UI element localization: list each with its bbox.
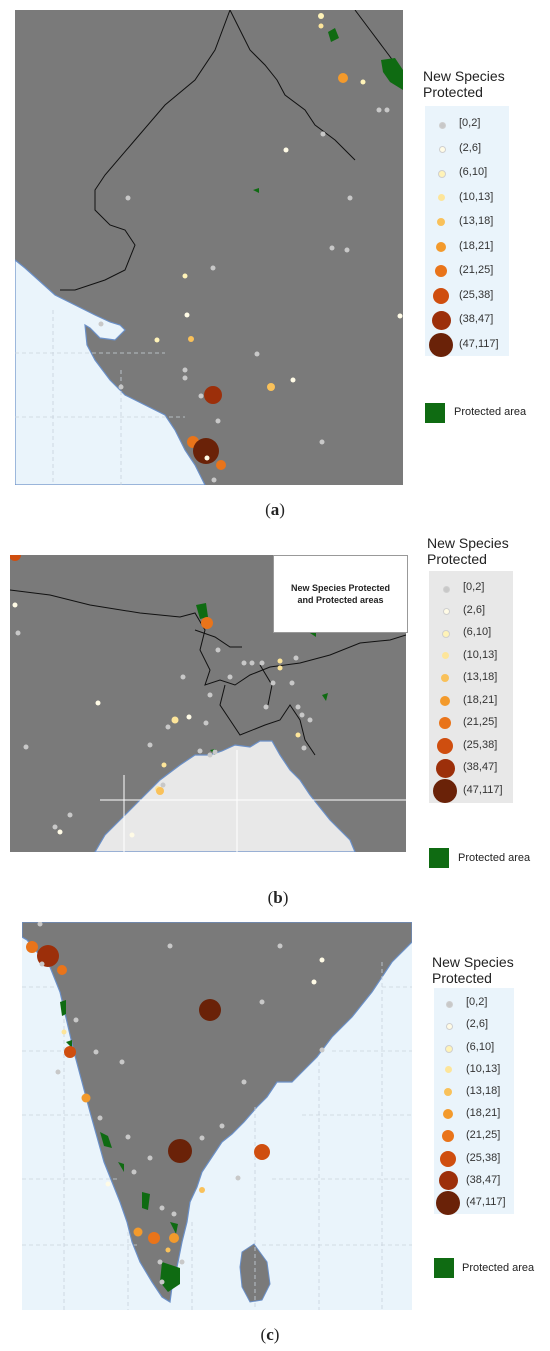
legend-class-label: (25,38] <box>459 288 494 301</box>
protected-area-swatch-c <box>434 1258 454 1278</box>
legend-class-dot <box>442 608 450 616</box>
legend-title-c: New Species Protected <box>432 954 514 986</box>
legend-class-label: (6,10] <box>466 1040 495 1053</box>
legend-a: New Species Protected [0,2] (2,6] (6,10] (1… <box>423 68 543 428</box>
inset-title-line2: and Protected areas <box>297 595 384 605</box>
legend-class-dot <box>435 758 455 778</box>
legend-title-line2: Protected <box>427 551 487 567</box>
protected-area-label-c: Protected area <box>462 1262 535 1274</box>
legend-class-label: (18,21] <box>466 1107 501 1120</box>
protected-area-swatch-a <box>425 403 445 423</box>
legend-class-dot <box>437 194 445 202</box>
legend-class-dot <box>445 1022 453 1030</box>
legend-class-label: (10,13] <box>459 190 494 203</box>
map-c <box>22 922 412 1310</box>
legend-class-label: (13,18] <box>459 215 494 228</box>
legend-class-dot <box>443 1109 453 1120</box>
caption-letter-a: a <box>270 500 280 519</box>
legend-class-dot <box>444 1087 452 1096</box>
legend-class-dot <box>438 121 446 129</box>
legend-class-label: (25,38] <box>466 1151 501 1164</box>
legend-class-dot <box>445 1000 453 1008</box>
legend-class-label: (18,21] <box>459 239 494 252</box>
legend-class-dot <box>442 630 450 639</box>
legend-title-line1: New Species <box>432 954 514 970</box>
legend-classes-c: [0,2] (2,6] (6,10] (10,13] (13,18] (18,21] (21… <box>434 988 514 1215</box>
legend-class-dot <box>436 241 446 252</box>
species-points-a <box>98 13 403 483</box>
protected-area-label-a: Protected area <box>454 406 527 418</box>
legend-classes-b: [0,2] (2,6] (6,10] (10,13] (13,18] (18,21] (21… <box>429 571 513 803</box>
legend-class-dot <box>440 1150 456 1167</box>
legend-class-dot <box>433 287 449 304</box>
legend-class-dot <box>438 1171 458 1191</box>
caption-a: (a) <box>265 500 285 519</box>
legend-class-label: (13,18] <box>463 671 498 684</box>
legend-class-label: (2,6] <box>466 1018 489 1031</box>
map-a <box>15 10 403 485</box>
legend-class-dot <box>438 170 446 179</box>
legend-class-label: (21,25] <box>459 264 494 277</box>
legend-class-dot <box>433 778 457 803</box>
legend-class-label: [0,2] <box>463 581 485 594</box>
legend-title-a: New Species Protected <box>423 68 505 100</box>
legend-class-dot <box>436 1190 460 1215</box>
species-points-c <box>26 922 325 1285</box>
legend-class-dot <box>441 674 449 683</box>
legend-class-label: (21,25] <box>466 1129 501 1142</box>
legend-title-line1: New Species <box>427 535 509 551</box>
caption-b: (b) <box>267 888 289 907</box>
caption-letter-b: b <box>273 888 283 907</box>
legend-c: New Species Protected [0,2] (2,6] (6,10] (1… <box>432 954 547 1216</box>
protected-area-swatch-b <box>429 848 449 868</box>
legend-class-dot <box>431 310 451 330</box>
legend-b: New Species Protected [0,2] (2,6] (6,10] (1… <box>427 535 547 805</box>
legend-class-dot <box>442 1130 454 1143</box>
legend-class-dot <box>429 332 453 357</box>
inset-title-line1: New Species Protected <box>290 583 391 593</box>
legend-class-label: (25,38] <box>463 738 498 751</box>
legend-class-dot <box>444 1066 452 1074</box>
caption-letter-c: c <box>266 1325 274 1344</box>
protected-areas-c <box>60 1000 180 1292</box>
legend-class-dot <box>442 585 450 593</box>
legend-class-dot <box>445 1044 453 1053</box>
legend-title-line2: Protected <box>423 84 483 100</box>
legend-class-label: (47,117] <box>463 783 503 796</box>
legend-class-label: (13,18] <box>466 1084 501 1097</box>
legend-class-dot <box>438 146 446 154</box>
legend-class-label: (2,6] <box>463 603 486 616</box>
legend-title-b: New Species Protected <box>427 535 509 567</box>
legend-class-dot <box>439 717 451 730</box>
map-b-inset-title: New Species Protected and Protected area… <box>273 555 408 633</box>
legend-class-label: (6,10] <box>463 626 492 639</box>
legend-class-label: (2,6] <box>459 141 482 154</box>
legend-class-dot <box>435 265 447 278</box>
species-points-b <box>10 555 313 838</box>
legend-class-label: (47,117] <box>459 337 499 350</box>
caption-c: (c) <box>260 1325 280 1344</box>
legend-class-label: [0,2] <box>459 117 481 130</box>
legend-class-label: (6,10] <box>459 166 488 179</box>
legend-class-dot <box>437 737 453 754</box>
legend-class-label: (38,47] <box>459 313 494 326</box>
legend-class-dot <box>437 218 445 227</box>
legend-class-label: (10,13] <box>463 648 498 661</box>
legend-class-dot <box>441 652 449 660</box>
legend-classes-a: [0,2] (2,6] (6,10] (10,13] (13,18] (18,21] (21… <box>425 106 509 357</box>
legend-class-label: (10,13] <box>466 1062 501 1075</box>
legend-class-label: (38,47] <box>466 1173 501 1186</box>
legend-class-label: (47,117] <box>466 1195 506 1208</box>
legend-class-label: (18,21] <box>463 693 498 706</box>
legend-class-label: [0,2] <box>466 996 488 1009</box>
protected-areas-a <box>253 28 403 193</box>
legend-class-dot <box>440 695 450 706</box>
protected-area-label-b: Protected area <box>458 852 531 864</box>
legend-title-line1: New Species <box>423 68 505 84</box>
legend-class-label: (38,47] <box>463 761 498 774</box>
legend-class-label: (21,25] <box>463 716 498 729</box>
legend-title-line2: Protected <box>432 970 492 986</box>
